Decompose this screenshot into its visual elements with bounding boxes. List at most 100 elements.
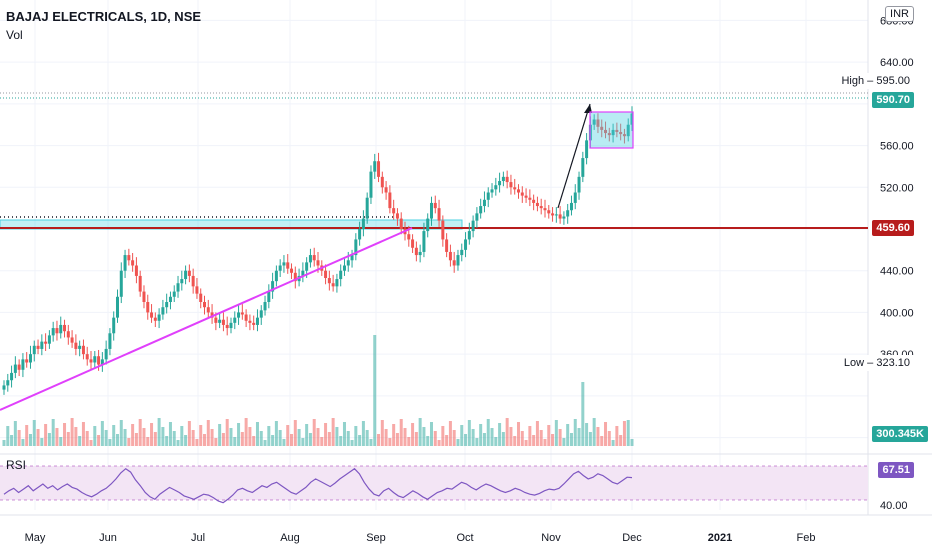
candle — [259, 305, 263, 325]
volume-bar — [562, 438, 566, 446]
volume-bar — [17, 430, 21, 446]
candle-body — [418, 251, 422, 256]
candle — [78, 340, 82, 357]
volume-bar — [138, 419, 142, 446]
candle-body — [433, 202, 437, 209]
volume-bar — [312, 419, 316, 446]
candle — [286, 254, 290, 274]
candle-body — [592, 119, 596, 125]
candle — [361, 210, 365, 237]
volume-bar — [229, 428, 233, 446]
candle — [324, 264, 328, 285]
volume-bar — [21, 439, 25, 446]
candle-body — [286, 262, 290, 269]
volume-bar — [619, 435, 623, 446]
volume-bar — [369, 439, 373, 446]
candle — [373, 153, 377, 179]
volume-bar — [581, 382, 585, 446]
volume-bar — [350, 440, 354, 446]
volume-bar — [308, 433, 312, 446]
candle — [210, 304, 214, 324]
candle — [517, 184, 521, 199]
candle-body — [581, 158, 585, 177]
volume-bar — [448, 421, 452, 446]
rsi-panel — [0, 453, 932, 504]
candle-body — [369, 171, 373, 198]
time-tick-label: Feb — [797, 532, 816, 544]
candle — [40, 334, 44, 356]
volume-bar — [452, 430, 456, 446]
candle — [301, 262, 305, 283]
candle — [464, 232, 468, 258]
candle-body — [271, 281, 275, 292]
volume-bar — [399, 419, 403, 446]
candle — [448, 244, 452, 267]
candle — [312, 247, 316, 267]
symbol-title: BAJAJ ELECTRICALS, 1D, NSE — [6, 9, 202, 24]
candle — [131, 252, 135, 272]
volume-bar — [528, 426, 532, 446]
candle-body — [399, 218, 403, 229]
candle-body — [600, 126, 604, 130]
candle-body — [282, 262, 286, 266]
candle — [566, 203, 570, 224]
volume-bar — [6, 426, 10, 446]
volume-bar — [547, 425, 551, 446]
candle-body — [377, 161, 381, 177]
volume-bar — [221, 433, 225, 446]
volume-bar — [108, 439, 112, 446]
candle — [293, 266, 297, 289]
candle-body — [252, 322, 256, 325]
volume-bar — [422, 427, 426, 446]
candle — [377, 152, 381, 183]
candle-body — [165, 302, 169, 308]
candle-body — [74, 342, 78, 349]
candle-body — [577, 176, 581, 193]
volume-bar — [320, 437, 324, 446]
candle — [150, 304, 154, 323]
candle — [21, 353, 25, 378]
volume-bar — [358, 435, 362, 446]
candle — [255, 309, 259, 332]
currency-badge[interactable]: INR — [885, 6, 914, 22]
volume-bar — [596, 427, 600, 446]
candle — [554, 207, 558, 223]
candle — [429, 196, 433, 226]
volume-bar — [100, 421, 104, 446]
candle — [524, 188, 528, 203]
volume-bar — [384, 429, 388, 446]
candle — [369, 165, 373, 204]
candle-body — [604, 129, 608, 134]
candle — [358, 221, 362, 246]
price-tick-label: 440.00 — [880, 266, 914, 278]
candle — [89, 351, 93, 370]
volume-bar — [354, 426, 358, 446]
rsi-line — [3, 467, 633, 504]
candle — [433, 195, 437, 214]
volume-bar — [479, 424, 483, 446]
candle-body — [558, 214, 562, 219]
candle — [70, 330, 74, 348]
candle-body — [305, 262, 309, 271]
candle — [539, 198, 543, 215]
volume-bar — [66, 432, 70, 446]
volume-bar — [225, 419, 229, 446]
candle-body — [2, 385, 6, 390]
candle-body — [339, 270, 343, 280]
candle-body — [524, 195, 528, 198]
volume-bar — [513, 436, 517, 446]
volume-bar — [195, 439, 199, 446]
volume-bar — [47, 433, 51, 446]
candle-body — [365, 197, 369, 219]
candle-body — [168, 296, 172, 302]
volume-bar — [380, 420, 384, 446]
candle — [282, 255, 286, 273]
candle-body — [153, 317, 157, 321]
volume-bar — [611, 440, 615, 446]
candle — [108, 328, 112, 356]
candle-body — [203, 302, 207, 308]
candle — [274, 265, 278, 287]
candle-body — [301, 270, 305, 276]
